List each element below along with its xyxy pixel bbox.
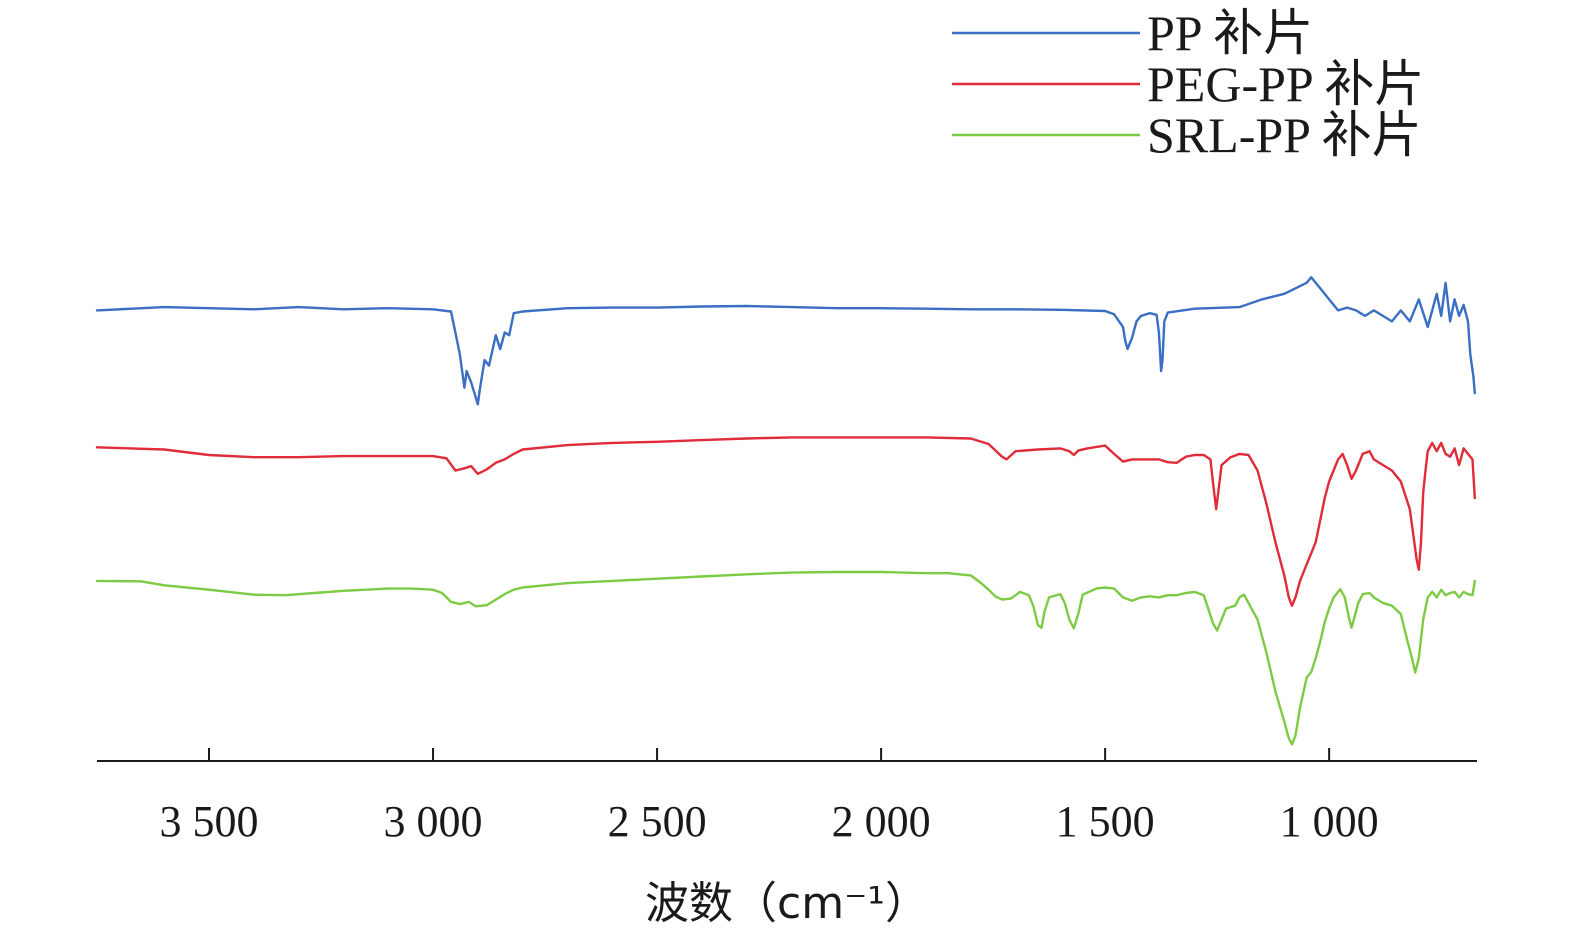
x-tick-label: 2 500 [608, 797, 707, 846]
x-axis-ticks: 3 500 3 000 2 500 2 000 1 500 1 000 [160, 748, 1379, 846]
x-tick-label: 3 000 [384, 797, 483, 846]
x-tick-label: 2 000 [832, 797, 931, 846]
series-line-3 [95, 570, 1476, 746]
legend-label-3: SRL-PP 补片 [1147, 107, 1422, 163]
legend-label-1: PP 补片 [1147, 5, 1313, 61]
x-tick-label: 3 500 [160, 797, 259, 846]
legend-label-2: PEG-PP 补片 [1147, 56, 1424, 112]
x-tick-label: 1 000 [1280, 797, 1379, 846]
series-line-2 [95, 436, 1476, 607]
x-axis-title: 波数（cm⁻¹） [645, 878, 929, 929]
x-tick-label: 1 500 [1056, 797, 1155, 846]
series-layer [95, 276, 1476, 746]
series-line-1 [95, 276, 1476, 406]
